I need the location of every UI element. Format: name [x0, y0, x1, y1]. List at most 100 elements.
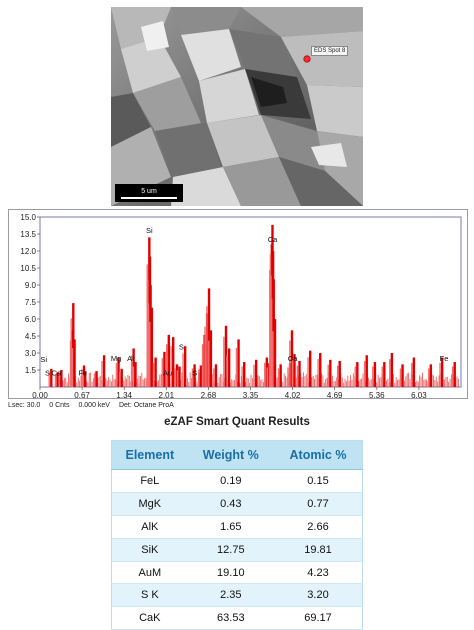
- results-title: eZAF Smart Quant Results: [164, 416, 310, 428]
- spectrum-peak-shoulder: [291, 360, 294, 387]
- spectrum-peak: [290, 330, 294, 387]
- spectrum-peak-shoulder: [58, 373, 60, 387]
- spectrum-peak: [199, 365, 203, 387]
- cell-element: AuM: [111, 561, 188, 585]
- quant-results-table: Element Weight % Atomic % FeL 0.19 0.15 …: [111, 440, 363, 630]
- spectrum-peak: [390, 353, 394, 387]
- cell-weight: 0.43: [187, 492, 274, 516]
- cell-weight: 0.19: [187, 469, 274, 493]
- y-tick-label: 15.0: [20, 213, 36, 222]
- cell-weight: 63.53: [187, 606, 274, 630]
- cell-weight: 19.10: [187, 561, 274, 585]
- spectrum-peak: [154, 357, 157, 387]
- spectrum-peak: [149, 285, 152, 387]
- spectrum-peak: [50, 368, 53, 387]
- spectrum-peak-shoulder: [71, 347, 74, 387]
- cell-atomic: 0.77: [273, 492, 363, 516]
- live-seconds: Lsec: 30.0: [8, 402, 41, 409]
- spectrum-peak: [279, 364, 282, 387]
- spectrum-peak-shoulder: [174, 368, 176, 387]
- spectrum-peak-shoulder: [223, 336, 225, 387]
- x-tick-label: 4.02: [285, 391, 301, 398]
- cell-atomic: 3.20: [273, 583, 363, 608]
- spectrum-peak-shoulder: [101, 360, 103, 387]
- spectrum-peak-shoulder: [182, 353, 184, 387]
- spectrum-peak-shoulder: [48, 372, 50, 387]
- header-atomic: Atomic %: [273, 440, 363, 470]
- eds-spot-label: EDS Spot 8: [311, 46, 349, 56]
- element-annotation: Al: [127, 354, 134, 363]
- spectrum-peak-shoulder: [287, 367, 289, 387]
- table-row: AuM 19.10 4.23: [111, 561, 363, 585]
- element-annotation: Au: [163, 369, 172, 378]
- element-annotation: Si: [146, 226, 153, 235]
- spectrum-peak-shoulder: [336, 365, 339, 387]
- spectrum-peak: [412, 357, 416, 387]
- y-tick-label: 6.0: [25, 315, 37, 324]
- spectrum-peak-shoulder: [266, 367, 268, 387]
- spectrum-peak-shoulder: [289, 340, 291, 387]
- spectrum-peak-shoulder: [54, 374, 57, 387]
- sem-micrograph: EDS Spot 8 5 um: [111, 7, 363, 206]
- spectrum-peak-shoulder: [439, 362, 441, 387]
- spectrum-peak: [82, 365, 86, 387]
- spectrum-peak-shoulder: [191, 368, 194, 387]
- spectrum-peak: [163, 351, 166, 387]
- spectrum-peak-shoulder: [277, 368, 280, 387]
- spectrum-peak-shoulder: [428, 368, 430, 387]
- cell-atomic: 2.66: [273, 515, 363, 539]
- header-element: Element: [111, 440, 188, 470]
- spectrum-peak-shoulder: [235, 347, 238, 387]
- spectrum-peak: [95, 371, 98, 387]
- table-row: S K 2.35 3.20: [111, 583, 363, 608]
- x-tick-label: 5.36: [369, 391, 385, 398]
- spectrum-peak-shoulder: [363, 360, 366, 387]
- spectrum-peak-shoulder: [206, 306, 208, 387]
- spectrum-peak: [102, 355, 106, 387]
- spectrum-peak: [193, 364, 196, 387]
- element-annotation: Mg: [111, 354, 121, 363]
- y-tick-label: 3.0: [25, 349, 37, 358]
- spectrum-peak: [73, 339, 76, 387]
- spectrum-peak: [329, 359, 332, 387]
- spectrum-peak-shoulder: [213, 368, 215, 387]
- spectrum-peak: [273, 319, 277, 387]
- spectrum-peak-shoulder: [132, 366, 135, 387]
- spectrum-peak: [167, 334, 171, 387]
- y-tick-label: 1.5: [25, 366, 37, 375]
- spectrum-plot: 1.5 3.0 4.5 6.0 7.5 9.0 10.5 12.0 13.5 15.0 0.00 0.…: [20, 213, 462, 398]
- spectrum-peak: [401, 364, 404, 387]
- spectrum-peak: [453, 362, 456, 387]
- spectrum-peak-shoulder: [399, 368, 402, 387]
- spectrum-peak-shoulder: [115, 362, 118, 387]
- cell-atomic: 4.23: [273, 561, 363, 585]
- y-tick-label: 13.5: [20, 230, 36, 239]
- micrograph-texture: [111, 7, 363, 206]
- table-row: CaK 63.53 69.17: [111, 606, 363, 630]
- cell-weight: 1.65: [187, 515, 274, 539]
- spectrum-peak: [56, 372, 59, 387]
- spectrum-peak: [308, 350, 312, 387]
- x-tick-label: 1.34: [116, 391, 132, 398]
- spectrum-peak: [440, 357, 444, 387]
- spectrum-peak-shoulder: [161, 358, 164, 387]
- spectrum-peak-shoulder: [241, 366, 243, 387]
- detector-name: Det: Octane ProA: [118, 402, 174, 409]
- eds-spectrum-chart: 1.5 3.0 4.5 6.0 7.5 9.0 10.5 12.0 13.5 15.0 0.00 0.…: [8, 209, 468, 399]
- counts-readout: 0 Cnts: [49, 402, 70, 409]
- spectrum-peak-shoulder: [176, 370, 179, 387]
- spectrum-peak: [183, 346, 187, 387]
- spectrum-peak: [209, 330, 213, 387]
- spectrum-peak: [254, 359, 258, 387]
- spectrum-peak-shoulder: [272, 331, 274, 387]
- spectrum-peak-shoulder: [264, 362, 266, 387]
- header-weight: Weight %: [187, 440, 274, 470]
- spectrum-peak: [60, 370, 63, 387]
- spectrum-peak: [117, 357, 120, 387]
- spectrum-peak-shoulder: [451, 366, 454, 387]
- acquisition-status: Lsec: 30.0 0 Cnts 0.000 keV Det: Octane …: [8, 402, 181, 409]
- spectrum-peak-shoulder: [201, 344, 204, 387]
- element-annotation: Fe: [440, 354, 449, 363]
- spectrum-peak-shoulder: [118, 372, 121, 387]
- table-row: FeL 0.19 0.15: [111, 469, 363, 493]
